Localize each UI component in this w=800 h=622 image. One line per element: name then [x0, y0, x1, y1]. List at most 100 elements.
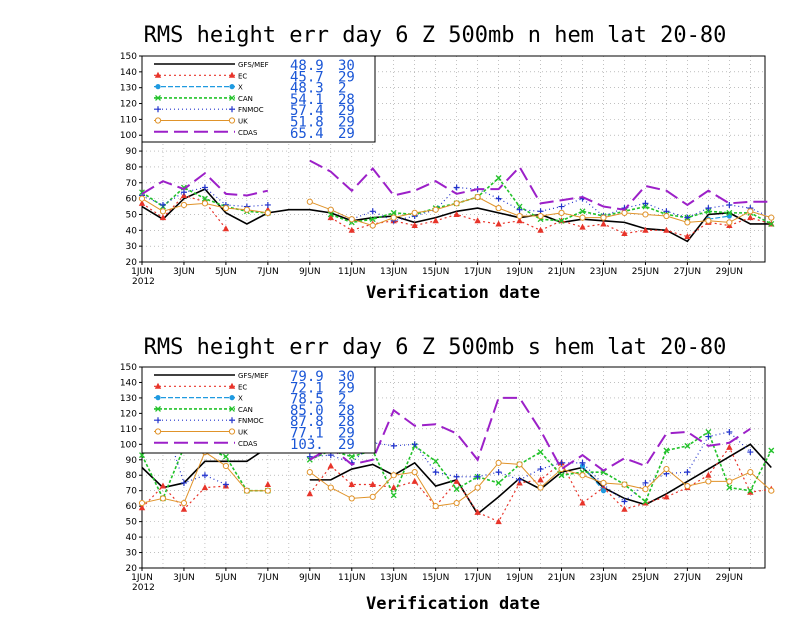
- year-label: 2012: [132, 583, 155, 593]
- data-point: [180, 499, 188, 507]
- x-tick-label: 11JUN: [338, 267, 365, 277]
- data-point: [229, 395, 235, 401]
- data-point: [600, 479, 607, 487]
- legend-count: 29: [338, 426, 355, 442]
- data-point: [432, 503, 439, 510]
- legend-mean: 65.4: [290, 126, 324, 142]
- y-tick-label: 60: [126, 502, 138, 512]
- y-tick-label: 60: [126, 195, 138, 205]
- x-axis-label: Verification date: [366, 594, 540, 614]
- x-tick-label: 5JUN: [215, 573, 237, 583]
- series-cdas: [141, 159, 772, 211]
- data-point: [155, 84, 161, 90]
- data-point: [495, 195, 502, 202]
- legend-mean: 51.8: [290, 115, 324, 131]
- data-point: [228, 117, 236, 124]
- data-point: [243, 487, 250, 494]
- series-line: [309, 159, 772, 211]
- data-point: [180, 189, 187, 196]
- x-tick-label: 9JUN: [299, 267, 321, 277]
- data-point: [537, 226, 544, 233]
- legend-name: CAN: [238, 95, 253, 103]
- data-point: [228, 71, 236, 78]
- legend-mean: 45.7: [290, 69, 324, 85]
- legend-count: 29: [338, 69, 355, 85]
- x-tick-label: 29JUN: [716, 573, 743, 583]
- series-line: [309, 396, 751, 472]
- x-tick-label: 15JUN: [422, 573, 449, 583]
- legend-box: [141, 366, 376, 454]
- data-point: [768, 214, 775, 221]
- plot-frame: [141, 55, 766, 263]
- y-tick-label: 130: [120, 394, 137, 404]
- data-point: [579, 459, 586, 466]
- data-point: [726, 219, 733, 226]
- y-tick-label: 30: [126, 242, 138, 252]
- data-point: [369, 222, 376, 229]
- data-point: [327, 484, 334, 491]
- series-line: [330, 176, 772, 225]
- legend-count: 29: [338, 126, 355, 142]
- data-point: [264, 209, 271, 216]
- y-tick-label: 20: [126, 564, 138, 574]
- data-point: [180, 479, 187, 486]
- legend-count: 29: [338, 437, 355, 453]
- data-point: [138, 499, 146, 507]
- data-point: [537, 449, 544, 455]
- legend-mean: 57.4: [290, 103, 324, 119]
- data-point: [264, 487, 271, 494]
- x-tick-label: 25JUN: [632, 573, 659, 583]
- legend-name: FNMOC: [238, 106, 264, 114]
- data-point: [726, 209, 733, 216]
- y-tick-label: 110: [120, 115, 137, 125]
- chart-panel-2: RMS height err day 6 Z 500mb s hem lat 2…: [120, 335, 775, 614]
- data-point: [154, 428, 162, 435]
- data-point: [726, 484, 733, 491]
- legend-name: CAN: [238, 406, 253, 414]
- data-point: [495, 518, 502, 525]
- data-point: [474, 484, 481, 491]
- x-tick-label: 15JUN: [422, 267, 449, 277]
- y-tick-label: 70: [126, 179, 138, 189]
- data-point: [229, 106, 235, 113]
- x-tick-label: 11JUN: [338, 573, 365, 583]
- data-point: [579, 214, 586, 221]
- y-tick-label: 20: [126, 258, 138, 268]
- legend-box: [141, 55, 376, 143]
- data-point: [180, 505, 188, 512]
- data-point: [390, 492, 397, 499]
- x-tick-label: 19JUN: [506, 267, 533, 277]
- data-point: [768, 487, 775, 494]
- y-tick-label: 80: [126, 471, 138, 481]
- series-line: [141, 171, 269, 197]
- data-point: [663, 226, 670, 233]
- data-point: [747, 487, 754, 494]
- x-tick-label: 1JUN: [131, 573, 153, 583]
- y-tick-label: 150: [120, 52, 137, 62]
- data-point: [453, 210, 460, 217]
- data-point: [348, 226, 355, 233]
- data-point: [306, 469, 313, 476]
- y-tick-label: 90: [126, 147, 138, 157]
- legend-name: EC: [238, 383, 247, 391]
- x-tick-label: 17JUN: [464, 267, 491, 277]
- data-point: [600, 214, 607, 221]
- data-point: [222, 225, 230, 232]
- data-point: [642, 479, 649, 486]
- legend: GFS/MEF 48.9 30 EC 45.7 29 X 48.3 2 CAN 54.1 28 FNMO…: [141, 55, 376, 143]
- data-point: [432, 217, 439, 224]
- data-point: [155, 106, 161, 113]
- data-point: [228, 428, 236, 435]
- data-point: [642, 498, 649, 505]
- legend-count: 28: [338, 92, 355, 108]
- data-point: [348, 481, 355, 488]
- data-point: [642, 226, 649, 233]
- data-point: [621, 481, 628, 488]
- data-point: [229, 405, 235, 412]
- data-point: [138, 504, 146, 511]
- legend-count: 30: [338, 58, 355, 74]
- data-point: [516, 476, 523, 483]
- legend-count: 28: [338, 414, 355, 430]
- chart-title: RMS height err day 6 Z 500mb n hem lat 2…: [144, 23, 727, 48]
- y-tick-label: 120: [120, 100, 137, 110]
